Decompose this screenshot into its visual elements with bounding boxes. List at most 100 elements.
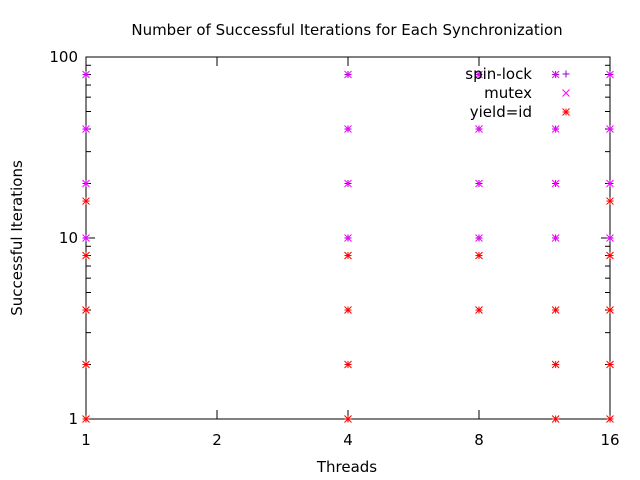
marker-stroke xyxy=(344,125,352,133)
data-point-mutex xyxy=(606,234,614,242)
marker-stroke xyxy=(606,306,614,314)
marker-stroke xyxy=(606,415,614,423)
data-point-yield-id xyxy=(344,415,352,423)
marker-stroke xyxy=(475,234,483,242)
marker-stroke xyxy=(475,70,483,79)
marker-stroke xyxy=(551,125,560,133)
marker-stroke xyxy=(551,179,560,188)
marker-stroke xyxy=(344,306,352,314)
marker-stroke xyxy=(344,70,352,79)
marker-stroke xyxy=(344,360,352,369)
data-point-mutex xyxy=(82,234,90,242)
marker-stroke xyxy=(475,179,483,188)
data-point-yield-id xyxy=(551,306,560,314)
marker-stroke xyxy=(82,415,90,423)
legend-marker xyxy=(562,70,570,78)
data-point-yield-id xyxy=(551,360,560,369)
data-point-mutex xyxy=(475,70,483,79)
marker-stroke xyxy=(82,360,90,369)
marker-stroke xyxy=(82,251,90,260)
marker-stroke xyxy=(551,70,560,79)
data-point-yield-id xyxy=(344,306,352,314)
data-point-yield-id xyxy=(606,251,614,260)
marker-stroke xyxy=(606,125,614,133)
chart-title: Number of Successful Iterations for Each… xyxy=(131,21,562,39)
data-point-mutex xyxy=(344,179,352,188)
marker-stroke xyxy=(606,251,614,260)
data-point-mutex xyxy=(82,179,90,188)
data-point-yield-id xyxy=(606,306,614,314)
marker-stroke xyxy=(475,306,483,314)
data-point-yield-id xyxy=(82,306,90,314)
marker-stroke xyxy=(562,89,570,97)
marker-stroke xyxy=(82,125,90,133)
marker-stroke xyxy=(82,179,90,188)
data-point-yield-id xyxy=(344,360,352,369)
marker-stroke xyxy=(82,234,90,242)
data-point-yield-id xyxy=(606,197,614,205)
axis-ticks: 1 2 4 8 16 1 10 100 xyxy=(49,48,619,449)
marker-stroke xyxy=(344,251,352,260)
data-point-yield-id xyxy=(475,251,483,260)
data-point-mutex xyxy=(551,234,560,242)
marker-stroke xyxy=(82,70,90,79)
x-axis-label: Threads xyxy=(316,458,377,476)
legend-label: mutex xyxy=(484,84,532,102)
data-point-mutex xyxy=(606,125,614,133)
marker-stroke xyxy=(606,179,614,188)
legend-label: yield=id xyxy=(470,103,532,121)
data-point-yield-id xyxy=(82,251,90,260)
marker-stroke xyxy=(475,251,483,260)
marker-stroke xyxy=(344,415,352,423)
data-point-mutex xyxy=(475,179,483,188)
marker-stroke xyxy=(82,197,90,205)
data-point-yield-id xyxy=(344,251,352,260)
y-tick-label: 1 xyxy=(68,410,78,428)
marker-stroke xyxy=(344,234,352,242)
data-point-mutex xyxy=(475,234,483,242)
marker-stroke xyxy=(562,108,570,116)
x-tick-label: 4 xyxy=(343,431,353,449)
legend-marker xyxy=(562,89,570,97)
y-axis-label: Successful Iterations xyxy=(8,160,26,316)
legend-marker xyxy=(562,108,570,116)
marker-stroke xyxy=(344,179,352,188)
y-tick-label: 100 xyxy=(49,48,78,66)
data-point-mutex xyxy=(344,125,352,133)
marker-stroke xyxy=(551,360,560,369)
data-point-mutex xyxy=(551,125,560,133)
x-tick-label: 16 xyxy=(600,431,619,449)
data-points xyxy=(82,70,614,423)
marker-stroke xyxy=(606,70,614,79)
x-tick-label: 2 xyxy=(212,431,222,449)
marker-stroke xyxy=(551,306,560,314)
data-point-mutex xyxy=(82,70,90,79)
data-point-yield-id xyxy=(82,360,90,369)
data-point-mutex xyxy=(551,179,560,188)
marker-stroke xyxy=(606,360,614,369)
marker-stroke xyxy=(551,415,560,423)
marker-stroke xyxy=(606,234,614,242)
data-point-mutex xyxy=(475,125,483,133)
data-point-yield-id xyxy=(82,415,90,423)
data-point-mutex xyxy=(82,125,90,133)
marker-stroke xyxy=(82,306,90,314)
legend-label: spin-lock xyxy=(465,65,532,83)
data-point-mutex xyxy=(344,70,352,79)
data-point-yield-id xyxy=(606,360,614,369)
y-tick-label: 10 xyxy=(59,229,78,247)
data-point-yield-id xyxy=(475,306,483,314)
marker-stroke xyxy=(475,125,483,133)
data-point-mutex xyxy=(344,234,352,242)
data-point-yield-id xyxy=(606,415,614,423)
data-point-mutex xyxy=(551,70,560,79)
data-point-yield-id xyxy=(551,415,560,423)
x-tick-label: 1 xyxy=(81,431,91,449)
data-point-mutex xyxy=(606,179,614,188)
data-point-yield-id xyxy=(82,197,90,205)
x-tick-label: 8 xyxy=(474,431,484,449)
data-point-mutex xyxy=(606,70,614,79)
marker-stroke xyxy=(606,197,614,205)
